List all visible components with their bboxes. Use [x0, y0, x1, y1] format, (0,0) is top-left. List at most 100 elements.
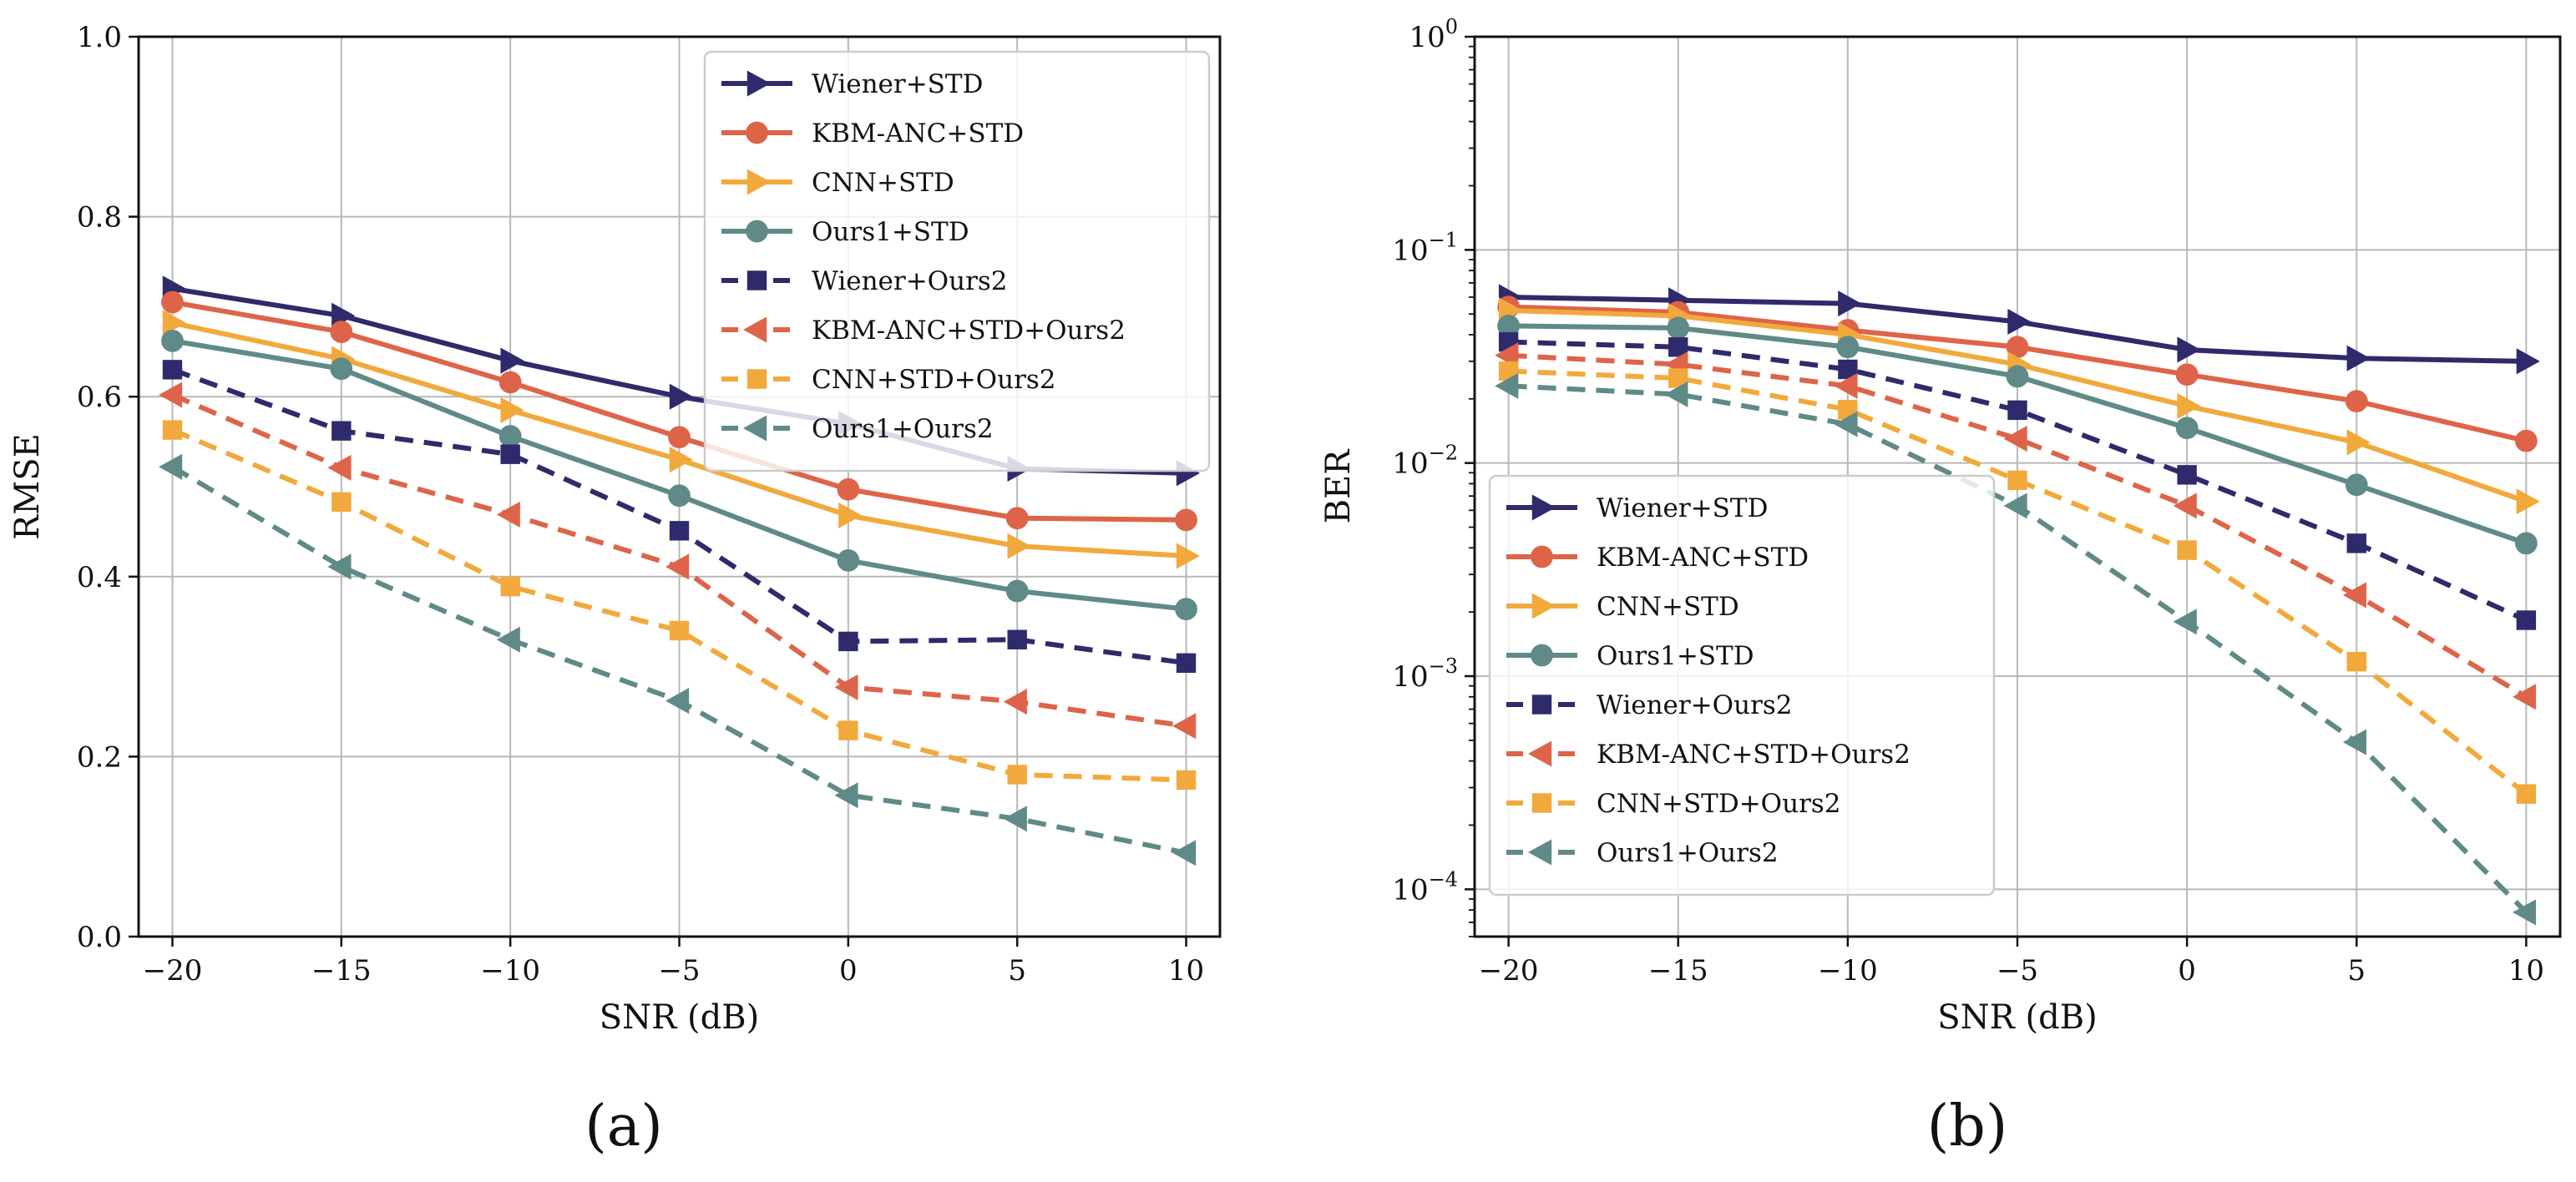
x-tick-label: −5	[1997, 954, 2038, 988]
legend-marker	[1531, 494, 1556, 521]
data-point-ours1-ours2	[834, 782, 858, 809]
legend-label: Ours1+STD	[812, 217, 969, 247]
data-point-wiener-ours2	[1668, 337, 1688, 357]
data-point-ours1-ours2	[1172, 840, 1197, 866]
data-point-kbm-anc-std	[161, 290, 184, 314]
data-point-ours1-ours2	[159, 453, 183, 480]
data-point-kbm-anc-std-ours2	[159, 381, 183, 408]
x-tick-label: −20	[1479, 954, 1539, 988]
data-point-kbm-anc-std	[2175, 363, 2199, 386]
legend-entry-cnn-std: CNN+STD	[1506, 592, 1739, 622]
data-point-kbm-anc-std-ours2	[1172, 713, 1197, 740]
x-tick-label: −10	[480, 954, 540, 988]
data-point-cnn-std-ours2	[669, 620, 690, 641]
data-point-ours1-std	[837, 549, 860, 572]
data-point-kbm-anc-std-ours2	[1003, 689, 1027, 715]
data-point-cnn-std	[500, 397, 524, 423]
series-ours1-std	[1497, 314, 2538, 555]
legend-label: KBM-ANC+STD	[1597, 543, 1809, 573]
data-point-cnn-std-ours2	[2346, 651, 2366, 672]
data-point-ours1-ours2	[666, 688, 690, 715]
data-point-kbm-anc-std-ours2	[834, 674, 858, 700]
legend-label: CNN+STD+Ours2	[812, 365, 1056, 395]
legend: Wiener+STD KBM-ANC+STD CNN+STD Ours1+STD Wie…	[1488, 474, 1996, 897]
data-point-ours1-ours2	[1495, 372, 1519, 399]
y-tick-exponent: −4	[1429, 867, 1458, 891]
data-point-kbm-anc-std-ours2	[2173, 492, 2197, 519]
legend-label: Wiener+STD	[1597, 493, 1768, 523]
legend-entry-kbm-anc-std-ours2: KBM-ANC+STD+Ours2	[1506, 740, 1910, 770]
legend-entry-wiener-ours2: Wiener+Ours2	[721, 266, 1008, 296]
y-tick-label: 0.8	[77, 201, 122, 235]
data-point-wiener-ours2	[2177, 465, 2197, 485]
data-point-ours1-std	[1667, 316, 1690, 340]
legend-frame	[1488, 474, 1996, 897]
x-tick-label: −10	[1818, 954, 1878, 988]
data-point-cnn-std-ours2	[2516, 784, 2537, 804]
data-point-wiener-ours2	[500, 444, 520, 464]
data-point-ours1-std	[2175, 417, 2199, 440]
x-tick-label: 10	[1168, 954, 1204, 988]
x-tick-label: 5	[1008, 954, 1026, 988]
y-tick-exponent: −3	[1429, 654, 1458, 678]
x-tick-label: 0	[2178, 954, 2196, 988]
legend-marker	[1531, 793, 1552, 813]
data-point-wiener-std	[2007, 308, 2032, 335]
legend-marker	[743, 316, 767, 343]
data-point-ours1-std	[330, 357, 353, 381]
y-tick-label: 1.0	[77, 21, 122, 54]
data-point-wiener-ours2	[2007, 400, 2027, 421]
data-point-kbm-anc-std-ours2	[2512, 684, 2537, 710]
chart-panel-a: −20 −15 −10 −5 0 5 10 0.0 0.2 0.4 0.6 0.8 1.0 SNR (dB…	[8, 21, 1222, 1037]
x-tick-label: 10	[2508, 954, 2544, 988]
data-point-kbm-anc-std	[330, 321, 353, 343]
data-point-cnn-std	[162, 310, 186, 336]
series-ours1-std	[161, 329, 1197, 620]
data-point-wiener-ours2	[1007, 629, 1027, 649]
data-point-cnn-std-ours2	[500, 576, 520, 597]
legend-marker	[1531, 695, 1552, 715]
data-point-wiener-std	[1838, 290, 1862, 317]
data-point-wiener-ours2	[838, 631, 858, 652]
legend-entry-cnn-std-ours2: CNN+STD+Ours2	[1506, 789, 1841, 819]
data-point-cnn-std	[669, 447, 693, 473]
y-tick-exponent: 0	[1445, 15, 1458, 38]
data-point-kbm-anc-std-ours2	[2342, 582, 2366, 609]
panel-b-label: (b)	[1927, 1094, 2008, 1159]
legend-label: CNN+STD	[812, 168, 954, 198]
data-point-kbm-anc-std	[1175, 508, 1197, 532]
legend-marker	[746, 369, 767, 389]
legend-entry-cnn-std: CNN+STD	[721, 168, 954, 198]
series-kbm-anc-std	[161, 290, 1197, 532]
legend-label: KBM-ANC+STD+Ours2	[1597, 740, 1910, 770]
plot-area	[1495, 284, 2540, 926]
data-point-cnn-std-ours2	[2007, 470, 2027, 491]
legend-entry-ours1-ours2: Ours1+Ours2	[721, 414, 994, 444]
x-tick-label: −20	[143, 954, 203, 988]
legend-entry-wiener-ours2: Wiener+Ours2	[1506, 690, 1793, 720]
data-point-ours1-std	[1175, 598, 1197, 620]
legend-entry-wiener-std: Wiener+STD	[721, 69, 983, 99]
legend-marker	[1531, 593, 1556, 619]
x-tick-label: −5	[658, 954, 700, 988]
data-point-ours1-std	[161, 329, 184, 352]
series-cnn-std-ours2	[1498, 361, 2537, 804]
legend-label: KBM-ANC+STD	[812, 119, 1024, 149]
data-point-ours1-ours2	[327, 553, 352, 580]
panel-a-label: (a)	[585, 1094, 663, 1159]
data-point-kbm-anc-std	[2345, 390, 2368, 412]
legend-label: Wiener+Ours2	[1597, 690, 1793, 720]
data-point-ours1-ours2	[2173, 609, 2197, 635]
data-point-ours1-ours2	[2512, 899, 2537, 926]
data-point-ours1-ours2	[2003, 492, 2027, 519]
data-point-ours1-std	[1005, 579, 1029, 603]
y-axis: 0.0 0.2 0.4 0.6 0.8 1.0	[77, 21, 139, 954]
axes-frame	[137, 35, 1222, 938]
y-tick-label: 0.2	[77, 740, 122, 774]
legend-entry-kbm-anc-std-ours2: KBM-ANC+STD+Ours2	[721, 316, 1126, 346]
legend-marker	[746, 169, 771, 195]
x-tick-label: 0	[839, 954, 858, 988]
legend-marker	[746, 70, 771, 97]
legend-marker	[1531, 644, 1553, 667]
data-point-ours1-std	[668, 484, 691, 508]
